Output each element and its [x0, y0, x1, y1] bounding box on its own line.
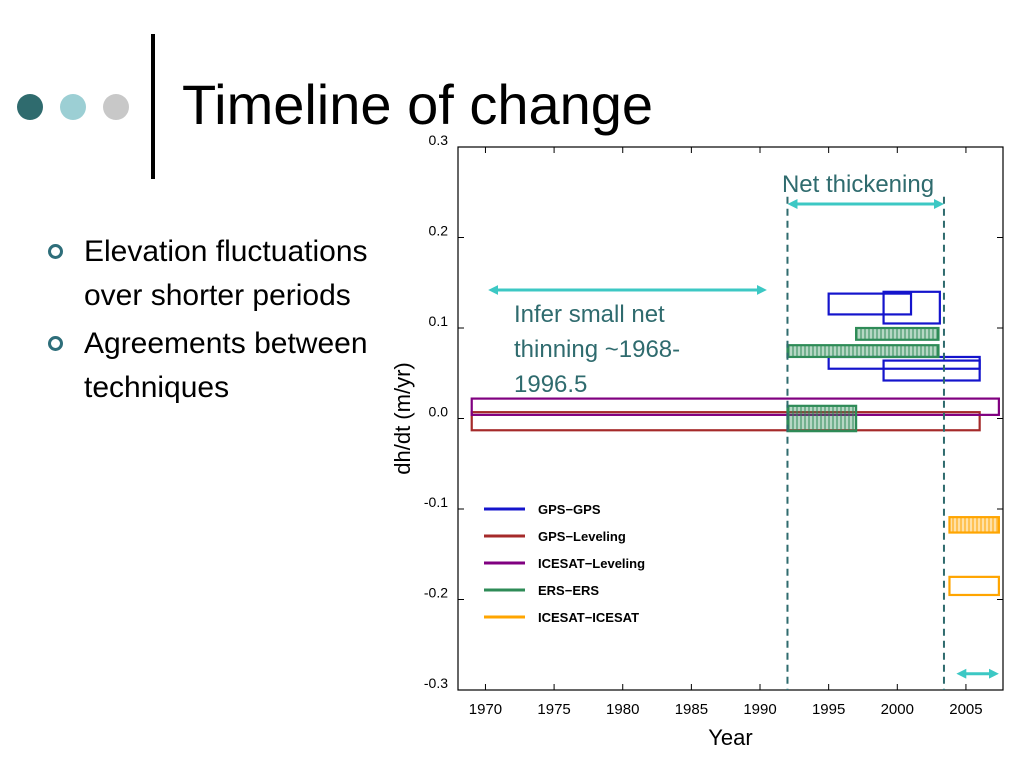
x-tick-label: 1970: [469, 701, 502, 718]
data-box: [855, 326, 940, 341]
bullet-text: Elevation fluctuations over shorter peri…: [84, 235, 368, 312]
y-axis-label: dh/dt (m/yr): [390, 362, 415, 474]
y-tick-label: -0.3: [424, 675, 448, 691]
data-box: [470, 411, 981, 432]
legend-label: GPS−GPS: [538, 502, 601, 517]
x-tick-label: 1980: [606, 701, 639, 718]
x-tick-label: 1975: [537, 701, 570, 718]
title-divider: [151, 34, 155, 179]
bullet-list: Elevation fluctuations over shorter peri…: [46, 230, 376, 414]
slide-title: Timeline of change: [182, 73, 654, 136]
x-tick-label: 1990: [743, 701, 776, 718]
data-box: [827, 355, 981, 370]
bullet-item: Elevation fluctuations over shorter peri…: [46, 230, 376, 318]
annotation-infer-thinning: thinning ~1968-: [514, 336, 680, 363]
legend-label: ERS−ERS: [538, 583, 599, 598]
y-tick-label: 0.0: [429, 404, 449, 420]
legend-label: GPS−Leveling: [538, 529, 626, 544]
plot-frame: [457, 146, 1004, 691]
x-tick-label: 1995: [812, 701, 845, 718]
y-tick-label: -0.1: [424, 494, 448, 510]
y-tick-label: 0.2: [429, 223, 449, 239]
data-box: [882, 290, 941, 325]
data-box: [786, 344, 940, 359]
data-box: [827, 292, 913, 316]
annotation-infer-thinning: 1996.5: [514, 371, 587, 398]
y-tick-label: 0.1: [429, 313, 449, 329]
decorative-dot-light: [60, 94, 86, 120]
x-tick-label: 2000: [881, 701, 914, 718]
y-tick-label: 0.3: [429, 132, 449, 148]
ring-bullet-icon: [48, 336, 63, 351]
x-tick-label: 1985: [675, 701, 708, 718]
legend-label: ICESAT−Leveling: [538, 556, 645, 571]
annotation-infer-thinning: Infer small net: [514, 301, 665, 328]
decorative-dot-dark: [17, 94, 43, 120]
data-box: [948, 516, 1000, 534]
data-box: [882, 359, 981, 382]
annotation-net-thickening: Net thickening: [782, 171, 934, 198]
x-axis-label: Year: [708, 725, 752, 750]
bullet-item: Agreements between techniques: [46, 322, 376, 410]
ring-bullet-icon: [48, 244, 63, 259]
data-box: [948, 575, 1000, 597]
bullet-text: Agreements between techniques: [84, 327, 368, 404]
y-tick-label: -0.2: [424, 585, 448, 601]
x-tick-label: 2005: [949, 701, 982, 718]
legend-label: ICESAT−ICESAT: [538, 610, 639, 625]
data-box: [470, 397, 1000, 416]
decorative-dot-gray: [103, 94, 129, 120]
data-box: [786, 404, 858, 433]
